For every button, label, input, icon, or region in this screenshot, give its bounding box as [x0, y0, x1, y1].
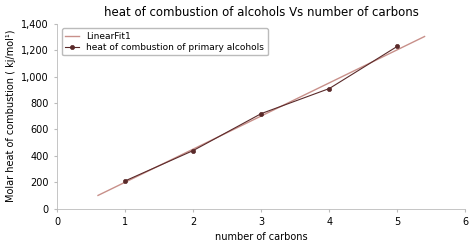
LinearFit1 [295, 97, 301, 100]
heat of combustion of primary alcohols [191, 149, 196, 152]
Y-axis label: Molar heat of combustion ( kj/mol¹): Molar heat of combustion ( kj/mol¹) [6, 30, 16, 202]
LinearFit1 [422, 35, 428, 38]
heat of combustion of primary alcohols [327, 87, 332, 90]
Title: heat of combustion of alcohols Vs number of carbons: heat of combustion of alcohols Vs number… [104, 5, 419, 19]
LinearFit1 [370, 60, 376, 63]
LinearFit1 [96, 193, 102, 196]
heat of combustion of primary alcohols [394, 45, 400, 48]
LinearFit1 [290, 99, 295, 102]
LinearFit1 [95, 194, 101, 197]
Line: LinearFit1: LinearFit1 [98, 36, 425, 195]
X-axis label: number of carbons: number of carbons [215, 232, 308, 243]
Line: heat of combustion of primary alcohols: heat of combustion of primary alcohols [123, 44, 400, 183]
LinearFit1 [391, 50, 397, 53]
Legend: LinearFit1, heat of combustion of primary alcohols: LinearFit1, heat of combustion of primar… [62, 29, 267, 56]
heat of combustion of primary alcohols [258, 112, 264, 115]
heat of combustion of primary alcohols [122, 179, 128, 182]
LinearFit1 [289, 100, 294, 103]
